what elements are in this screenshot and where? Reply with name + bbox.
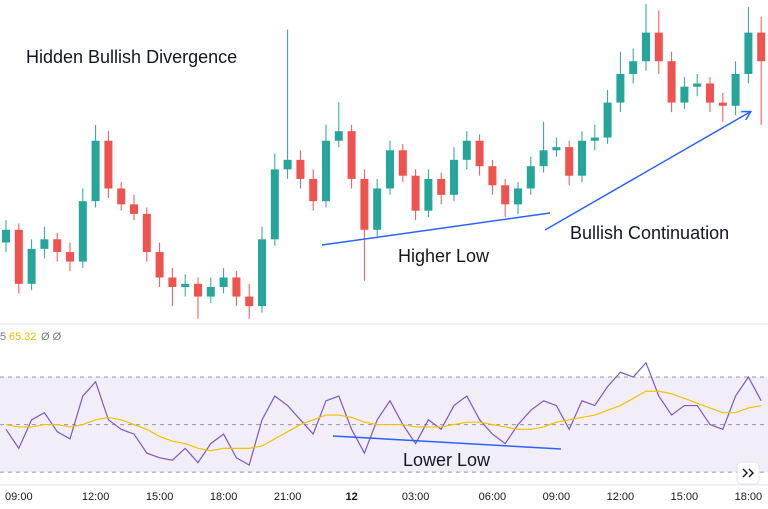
scroll-button[interactable]	[736, 461, 760, 485]
candle-body	[296, 159, 305, 179]
candle-body	[91, 140, 100, 202]
annotation: Bullish Continuation	[570, 223, 729, 243]
candle-body	[475, 140, 484, 167]
candle-body	[360, 178, 369, 230]
candle-body	[53, 239, 62, 253]
x-tick-label: 09:00	[5, 491, 33, 503]
candle-body	[258, 239, 266, 307]
x-tick-label: 12:00	[82, 491, 110, 503]
candle-body	[462, 140, 471, 160]
candle-body	[27, 248, 36, 284]
candle-body	[66, 252, 74, 262]
candle-body	[526, 166, 535, 189]
candle-body	[642, 32, 650, 62]
x-tick-label: 09:00	[543, 491, 571, 503]
x-tick-label: 18:00	[210, 491, 238, 503]
candle-body	[2, 229, 10, 243]
trend-arrow	[544, 112, 750, 231]
candle-body	[552, 147, 561, 151]
candle-body	[309, 178, 318, 202]
candle-body	[744, 32, 753, 74]
candle-body	[40, 239, 49, 249]
candle-body	[501, 185, 510, 205]
candle-body	[14, 229, 23, 284]
candle-body	[232, 277, 241, 297]
x-tick-label: 03:00	[402, 491, 430, 503]
x-tick-label: 12:00	[607, 491, 635, 503]
rsi-line	[5, 390, 762, 452]
candle-body	[539, 150, 548, 167]
candle-body	[219, 277, 228, 288]
trend-line	[321, 212, 551, 246]
candle-body	[514, 188, 522, 205]
status-text: Ø Ø	[41, 331, 62, 343]
candle-body	[181, 283, 190, 288]
x-tick-label: 12	[345, 491, 357, 503]
candle-body	[398, 150, 407, 176]
candle-body	[411, 175, 420, 211]
candle-body	[757, 32, 766, 62]
candle-body	[488, 166, 497, 186]
candle-body	[386, 150, 394, 189]
candle-body	[718, 102, 727, 106]
candle-body	[731, 73, 740, 106]
annotation: Lower Low	[403, 450, 491, 470]
x-tick-label: 15:00	[671, 491, 699, 503]
candle-body	[117, 188, 126, 205]
candle-body	[667, 61, 676, 103]
candle-body	[424, 178, 433, 211]
marks: 09:00 12:00 15:00 18:00 21:00 12 03:00 06:00 09:…	[2, 4, 766, 503]
candle-body	[130, 204, 138, 214]
candle-body	[78, 201, 87, 262]
candle-body	[437, 178, 446, 195]
candle-body	[168, 277, 177, 288]
candle-body	[450, 159, 458, 195]
chart-title: Hidden Bullish Divergence	[26, 47, 237, 67]
candle-body	[590, 137, 599, 141]
candle-body	[629, 61, 638, 74]
candle-body	[206, 287, 215, 297]
candle-body	[104, 140, 113, 189]
x-tick-label: 06:00	[479, 491, 507, 503]
candle-body	[334, 131, 343, 141]
candle-body	[270, 169, 279, 240]
candle-body	[693, 83, 702, 87]
candle-body	[194, 283, 202, 297]
candle-body	[373, 188, 382, 230]
status-text: 5	[0, 331, 6, 343]
candle-body	[706, 83, 714, 103]
candle-body	[347, 131, 356, 179]
candle-body	[142, 213, 151, 253]
x-tick-label: 18:00	[735, 491, 763, 503]
rsi-line	[5, 361, 762, 466]
candle-body	[654, 32, 663, 62]
candle-body	[565, 147, 574, 176]
button-bg[interactable]	[736, 461, 760, 485]
candle-body	[283, 159, 292, 170]
candle-body	[603, 102, 612, 138]
button-icon[interactable]	[742, 468, 754, 478]
annotation: Higher Low	[398, 246, 490, 266]
candle-body	[245, 296, 254, 307]
x-tick-label: 21:00	[274, 491, 302, 503]
candle-body	[616, 73, 625, 103]
candle-body	[680, 86, 689, 103]
candle-body	[322, 140, 330, 202]
x-tick-label: 15:00	[146, 491, 174, 503]
status-value: 65.32	[9, 331, 37, 343]
trend-line	[332, 435, 562, 450]
candle-body	[155, 252, 164, 278]
candle-body	[578, 140, 586, 176]
